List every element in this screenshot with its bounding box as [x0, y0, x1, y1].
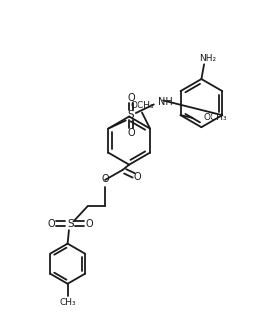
- Text: O: O: [127, 93, 135, 103]
- Text: OCH₃: OCH₃: [130, 101, 154, 110]
- Text: O: O: [133, 172, 141, 182]
- Text: O: O: [127, 128, 135, 138]
- Text: S: S: [128, 110, 134, 120]
- Text: O: O: [85, 219, 93, 228]
- Text: O: O: [101, 174, 109, 184]
- Text: O: O: [48, 219, 55, 228]
- Text: S: S: [67, 219, 74, 228]
- Text: CH₃: CH₃: [59, 298, 76, 307]
- Text: OCH₃: OCH₃: [203, 113, 227, 122]
- Text: NH₂: NH₂: [200, 54, 217, 64]
- Text: NH: NH: [158, 97, 172, 107]
